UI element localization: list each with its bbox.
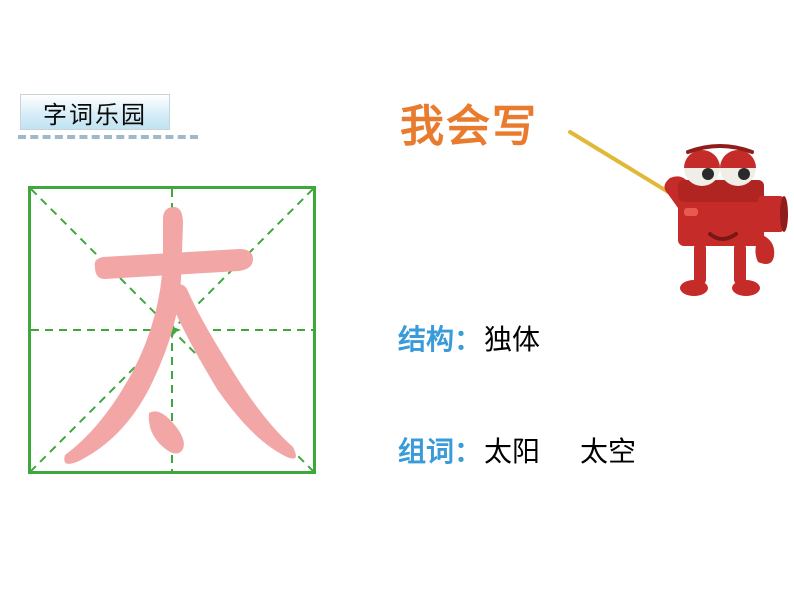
section-badge-underline [18, 135, 198, 139]
word-2: 太空 [580, 437, 636, 468]
section-badge-text: 字词乐园 [43, 95, 147, 130]
words-row: 组词： 太阳 太空 [398, 430, 636, 470]
grid-guides-icon [31, 189, 313, 471]
character-glyph [64, 207, 296, 464]
structure-value: 独体 [484, 318, 540, 358]
structure-label: 结构： [398, 318, 482, 358]
section-badge: 字词乐园 [20, 94, 170, 130]
word-1: 太阳 [484, 437, 540, 468]
page-title: 我会写 [400, 90, 538, 154]
mascot-icon [560, 116, 790, 306]
character-grid [28, 186, 316, 474]
words-label: 组词： [398, 430, 482, 470]
words-value: 太阳 太空 [484, 430, 636, 470]
structure-row: 结构： 独体 [398, 318, 540, 358]
